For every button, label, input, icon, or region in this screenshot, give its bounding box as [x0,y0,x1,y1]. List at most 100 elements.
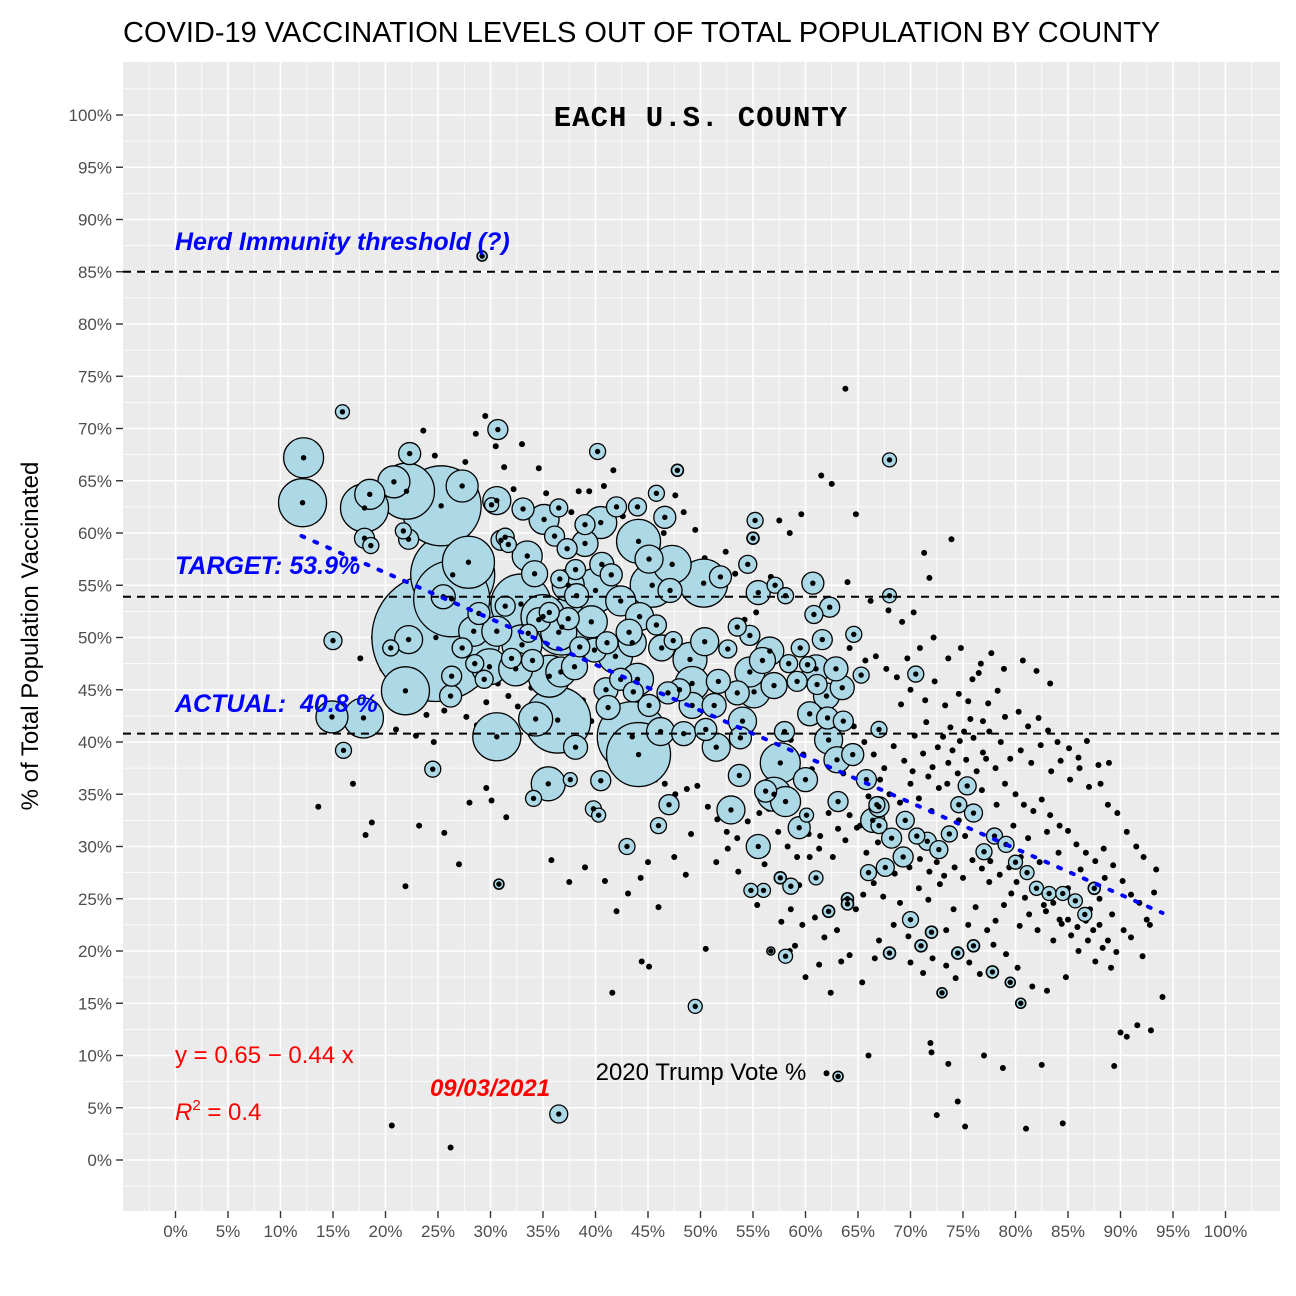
chart-title: COVID-19 VACCINATION LEVELS OUT OF TOTAL… [123,17,1160,49]
county-point [601,877,608,884]
county-point [834,927,840,934]
county-point [888,835,895,841]
county-point [529,657,536,664]
county-point [494,628,500,634]
county-point [629,640,635,646]
county-point [811,914,818,921]
county-point [459,645,465,651]
county-point [846,812,853,819]
county-point [877,776,884,783]
county-point [646,702,652,709]
county-point [329,714,335,720]
county-point [586,488,593,495]
y-tick-label: 50% [78,629,112,648]
county-point [870,751,877,758]
county-point [551,533,558,539]
county-point [825,810,832,817]
county-point [963,756,970,763]
county-point [943,927,950,934]
county-point [983,755,990,762]
county-point [1060,890,1066,897]
county-point [582,540,588,547]
county-point [662,514,668,521]
county-point [339,409,346,415]
county-point [735,868,742,875]
county-point [1003,951,1010,958]
county-point [844,896,851,902]
county-point [441,829,448,836]
county-point [907,916,914,923]
y-tick-label: 15% [78,994,112,1013]
y-tick-label: 95% [78,158,112,177]
county-point [754,902,761,909]
county-point [916,644,923,651]
reference-lines [123,270,1280,735]
county-point [503,814,510,821]
county-point [821,934,828,941]
county-point [1153,866,1160,873]
county-point [1010,822,1017,829]
x-tick-label: 65% [841,1222,875,1241]
county-point [745,561,751,568]
county-point [970,943,977,949]
county-point [519,441,525,448]
county-point [876,822,882,829]
county-point [798,511,805,518]
county-point [930,634,937,641]
county-point [598,519,604,526]
county-point [747,632,753,639]
county-point [531,571,538,577]
county-point [1040,902,1047,909]
county-point [524,553,530,559]
county-point [594,448,601,455]
county-point [582,521,588,528]
county-point [1065,916,1071,923]
county-point [1062,974,1069,981]
county-point [362,832,369,839]
county-point [1045,727,1052,734]
county-point [680,509,687,516]
county-point [813,875,819,881]
county-point [966,959,973,966]
county-point [863,849,870,856]
county-point [1014,964,1021,971]
county-point [984,927,991,934]
county-point [924,838,930,844]
county-point [472,430,479,437]
county-point [1147,1027,1154,1034]
county-point [825,737,832,743]
county-point [1033,667,1040,674]
county-point [819,636,825,643]
county-point [986,728,993,735]
county-point [598,777,604,784]
county-point [625,890,632,897]
county-point [872,653,879,660]
county-point [704,803,711,810]
county-point [865,1052,872,1059]
county-point [954,1098,961,1105]
county-point [603,687,609,693]
county-point [715,678,722,685]
bubbles [277,250,1102,1124]
y-tick-label: 30% [78,838,112,857]
county-point [465,559,472,565]
county-point [441,707,448,714]
county-point [299,499,306,506]
county-point [433,634,439,641]
x-tick-label: 55% [736,1222,770,1241]
x-tick-label: 10% [263,1222,297,1241]
county-point [456,861,462,868]
county-point [833,666,839,672]
county-point [660,530,667,536]
county-point [874,802,880,808]
county-point [928,1049,935,1056]
regression-line [299,533,1165,915]
county-point [829,853,836,860]
county-point [752,517,758,524]
county-point [672,492,679,499]
county-point [1000,902,1007,909]
county-point [566,879,573,886]
county-point [753,609,760,616]
county-point [368,819,375,826]
county-point [430,739,437,745]
